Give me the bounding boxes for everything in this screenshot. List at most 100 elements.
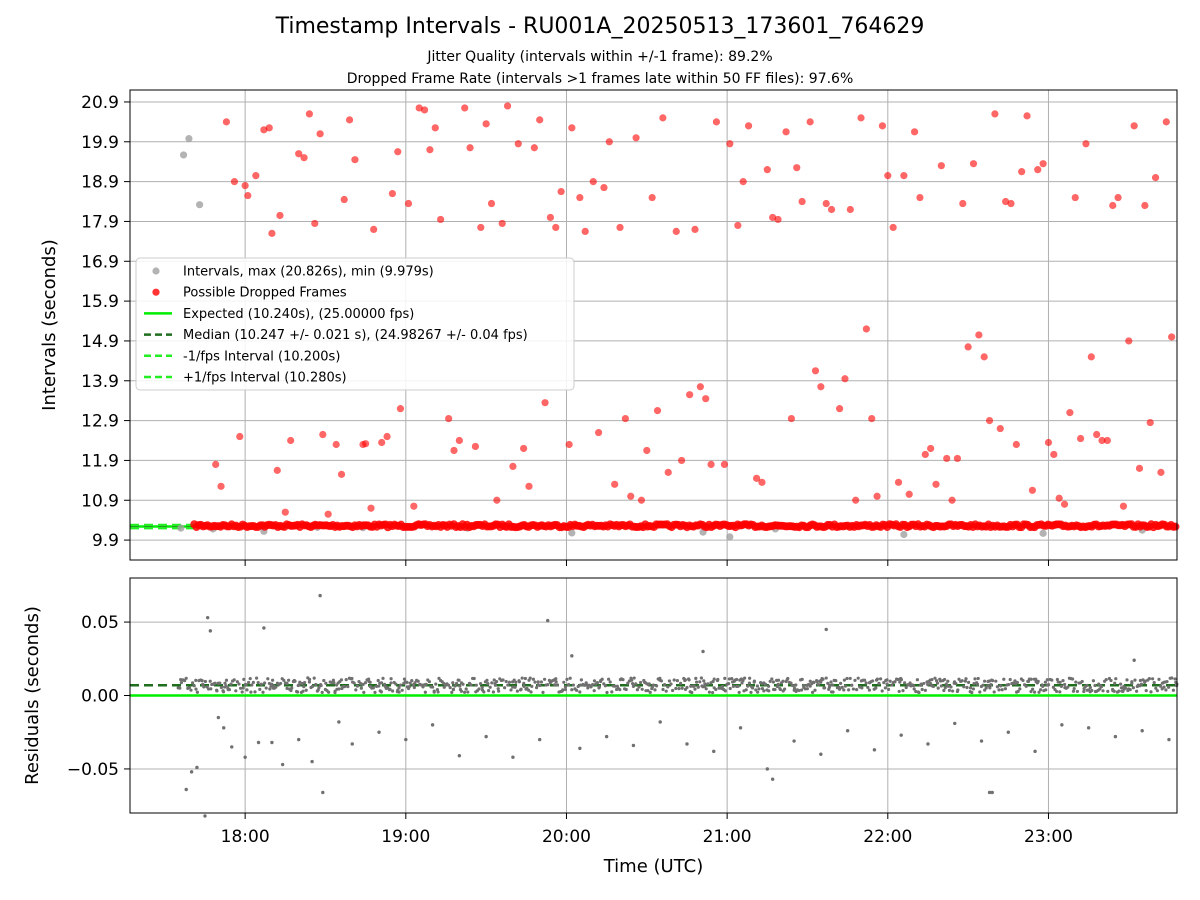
residual-band-point (536, 680, 540, 684)
dropped-point (557, 187, 565, 196)
dropped-point (426, 146, 434, 154)
residual-band-point (533, 680, 537, 684)
residual-point (280, 762, 285, 767)
dropped-point (884, 172, 892, 180)
dropped-point (878, 122, 887, 130)
residual-band-point (720, 685, 724, 689)
residual-point (189, 770, 194, 774)
residual-band-point (251, 680, 255, 684)
legend-box (135, 257, 575, 391)
bottom-x-tick-label: 20:00 (542, 827, 591, 847)
residual-band-point (270, 678, 275, 682)
residual-band-point (621, 678, 625, 682)
residual-band-point (776, 678, 781, 682)
residual-band-point (307, 677, 312, 682)
residual-band-point (1099, 685, 1103, 689)
residual-band-point (1164, 688, 1168, 692)
residual-band-point (530, 684, 534, 688)
dropped-point (937, 162, 945, 170)
residual-point (845, 729, 850, 733)
top-y-tick-label: 11.9 (81, 451, 119, 471)
residual-band-point (224, 678, 229, 682)
residual-band-point (867, 688, 871, 692)
residual-band-point (842, 688, 846, 692)
residual-band-point (901, 689, 905, 693)
residual-band-point (813, 688, 817, 692)
residual-band-point (274, 685, 278, 689)
dropped-point (696, 383, 704, 391)
dropped-point (244, 191, 252, 200)
residual-band-point (1058, 690, 1062, 694)
chart-title: Timestamp Intervals - RU001A_20250513_17… (275, 14, 925, 39)
residual-band-point (624, 687, 628, 692)
top-y-tick-label: 18.9 (81, 173, 119, 193)
residual-band-point (848, 676, 852, 681)
residual-band-point (653, 688, 657, 692)
residual-band-point (398, 683, 403, 687)
residual-band-point (1043, 680, 1047, 684)
residual-band-point (312, 676, 316, 680)
dropped-point (702, 395, 710, 403)
residual-band-point (218, 681, 222, 685)
residual-band-point (750, 686, 755, 690)
residual-band-point (640, 687, 644, 691)
dropped-point (600, 183, 608, 192)
residual-band-point (965, 685, 969, 690)
residual-band-point (762, 689, 766, 693)
dropped-point (1151, 174, 1160, 182)
residual-band-point (253, 690, 257, 694)
residual-band-point (371, 686, 375, 690)
residual-band-point (363, 681, 367, 685)
residual-band-point (244, 683, 248, 687)
dropped-point (611, 480, 619, 488)
residual-band-point (400, 688, 404, 692)
residual-band-point (245, 688, 249, 692)
residual-band-point (613, 684, 617, 688)
dropped-point (445, 415, 453, 423)
residual-band-point (797, 688, 801, 693)
residual-band-point (290, 686, 294, 690)
residual-band-point (264, 686, 268, 690)
dropped-band-point (1171, 522, 1180, 531)
residual-band-point (546, 683, 550, 687)
residual-band-point (394, 682, 398, 686)
residual-band-point (978, 690, 982, 694)
residual-band-point (561, 688, 565, 692)
residual-band-point (582, 683, 587, 687)
dropped-point (1039, 160, 1047, 168)
residual-band-point (408, 681, 412, 685)
residual-band-point (680, 686, 684, 690)
residual-band-point (1165, 679, 1169, 684)
residual-band-point (563, 687, 567, 692)
dropped-point (932, 480, 940, 488)
residual-band-point (515, 689, 519, 693)
residual-band-point (805, 687, 809, 691)
dropped-point (774, 215, 782, 224)
residual-band-point (880, 689, 884, 693)
residual-band-point (1112, 689, 1116, 693)
residual-band-point (424, 682, 428, 686)
residual-band-point (189, 688, 193, 692)
residual-band-point (250, 683, 254, 687)
residual-band-point (1058, 680, 1062, 684)
residual-band-point (1154, 686, 1158, 690)
residual-band-point (1082, 689, 1086, 694)
dropped-point (900, 172, 908, 180)
residual-band-point (268, 687, 272, 691)
residual-band-point (1061, 679, 1065, 683)
residual-band-point (249, 690, 253, 694)
residual-band-point (689, 684, 693, 688)
dropped-point (744, 122, 753, 130)
residual-band-point (416, 679, 420, 683)
residual-band-point (1117, 689, 1121, 693)
residual-band-point (930, 677, 934, 682)
dropped-point (836, 405, 844, 413)
residual-point (712, 749, 716, 754)
residual-band-point (728, 686, 732, 691)
residual-band-point (998, 684, 1003, 688)
residual-band-point (221, 690, 226, 694)
residual-band-point (497, 689, 501, 693)
dropped-point (1146, 418, 1154, 427)
dropped-point (787, 415, 796, 423)
dropped-point (1135, 464, 1144, 472)
